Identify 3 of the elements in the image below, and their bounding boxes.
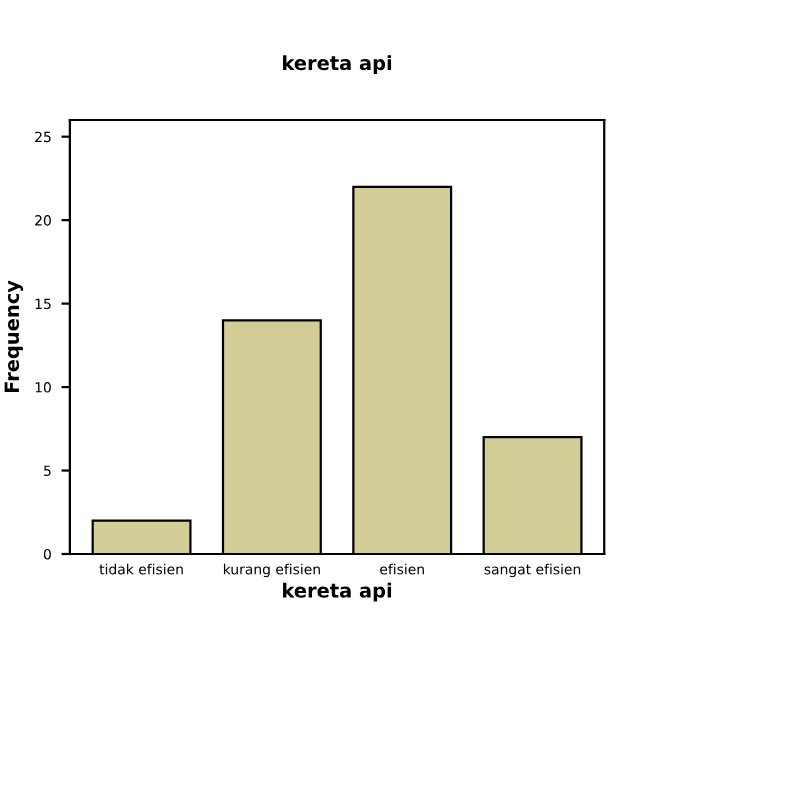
x-axis-title: kereta api bbox=[283, 582, 392, 602]
chart-title: kereta api bbox=[283, 55, 392, 75]
y-axis-title: Frequency bbox=[4, 280, 24, 393]
